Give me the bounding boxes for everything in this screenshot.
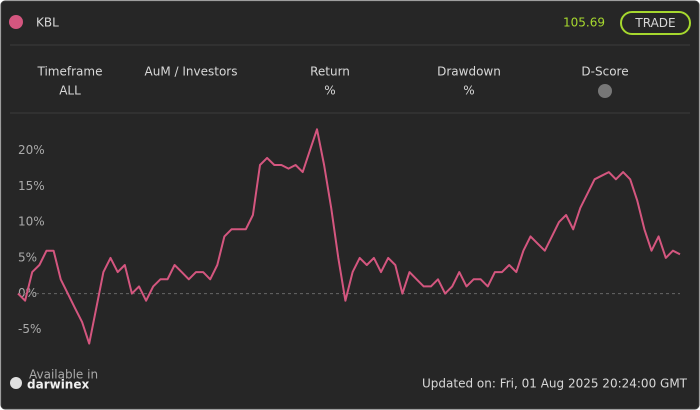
y-tick-label: 20% <box>18 143 45 157</box>
series-dot <box>9 15 23 29</box>
brand-note: Available in <box>29 368 98 382</box>
stat-label: AuM / Investors <box>145 65 238 79</box>
stat-value: % <box>324 84 335 98</box>
stat-label: Drawdown <box>437 65 501 79</box>
dscore-icon <box>598 84 612 98</box>
stat-label: D-Score <box>581 65 628 79</box>
stat-value: % <box>463 84 474 98</box>
stat-value: ALL <box>59 84 81 98</box>
trade-label[interactable]: TRADE <box>634 16 675 30</box>
name: KBL <box>36 16 59 30</box>
line <box>17 128 681 345</box>
brand-logo <box>10 377 22 389</box>
y-tick-label: 15% <box>18 179 45 193</box>
y-tick-label: 10% <box>18 215 45 229</box>
stat-label: Timeframe <box>37 65 103 79</box>
trade-button[interactable] <box>620 11 691 35</box>
brand: darwinex <box>27 378 89 392</box>
y-tick-label: 5% <box>18 250 37 264</box>
updated: Updated on: Fri, 01 Aug 2025 20:24:00 GM… <box>422 377 688 391</box>
y-tick-label: -5% <box>18 322 41 336</box>
price: 105.69 <box>563 16 605 30</box>
stat-label: Return <box>310 65 350 79</box>
